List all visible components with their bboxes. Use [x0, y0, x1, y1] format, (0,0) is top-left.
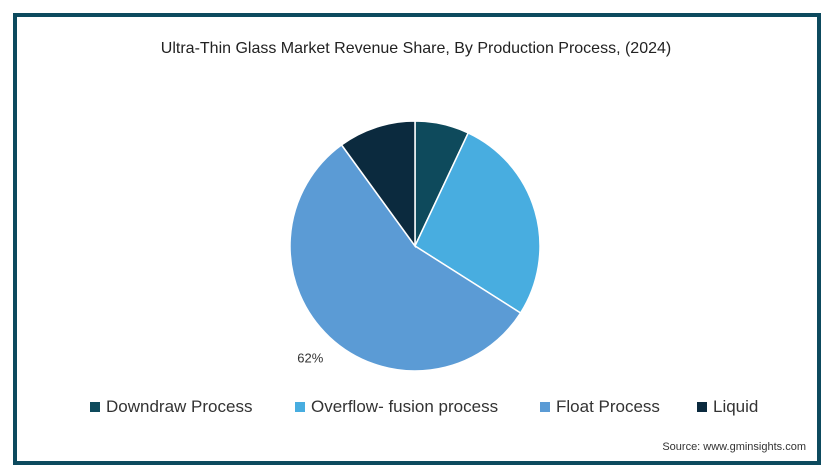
pie-slice-float-process [289, 143, 522, 372]
legend-label: Liquid [713, 397, 759, 416]
legend-label: Downdraw Process [106, 397, 253, 416]
pie-slice-overflow-fusion-process [414, 131, 541, 315]
legend-label: Overflow- fusion process [311, 397, 499, 416]
legend-swatch [90, 402, 100, 412]
legend-swatch [697, 402, 707, 412]
legend-item-float: Float Process [540, 397, 660, 417]
legend-swatch [540, 402, 550, 412]
chart-title: Ultra-Thin Glass Market Revenue Share, B… [160, 40, 672, 57]
legend-item-liquid: Liquid [697, 397, 758, 417]
data-label: 62% [297, 351, 323, 366]
legend-swatch [295, 402, 305, 412]
legend-item-downdraw: Downdraw Process [90, 397, 252, 417]
source-note: Source: www.gminsights.com [662, 441, 806, 453]
legend-item-overflow: Overflow- fusion process [295, 397, 498, 417]
pie-slice-liquid [340, 120, 416, 249]
legend-label: Float Process [556, 397, 660, 416]
